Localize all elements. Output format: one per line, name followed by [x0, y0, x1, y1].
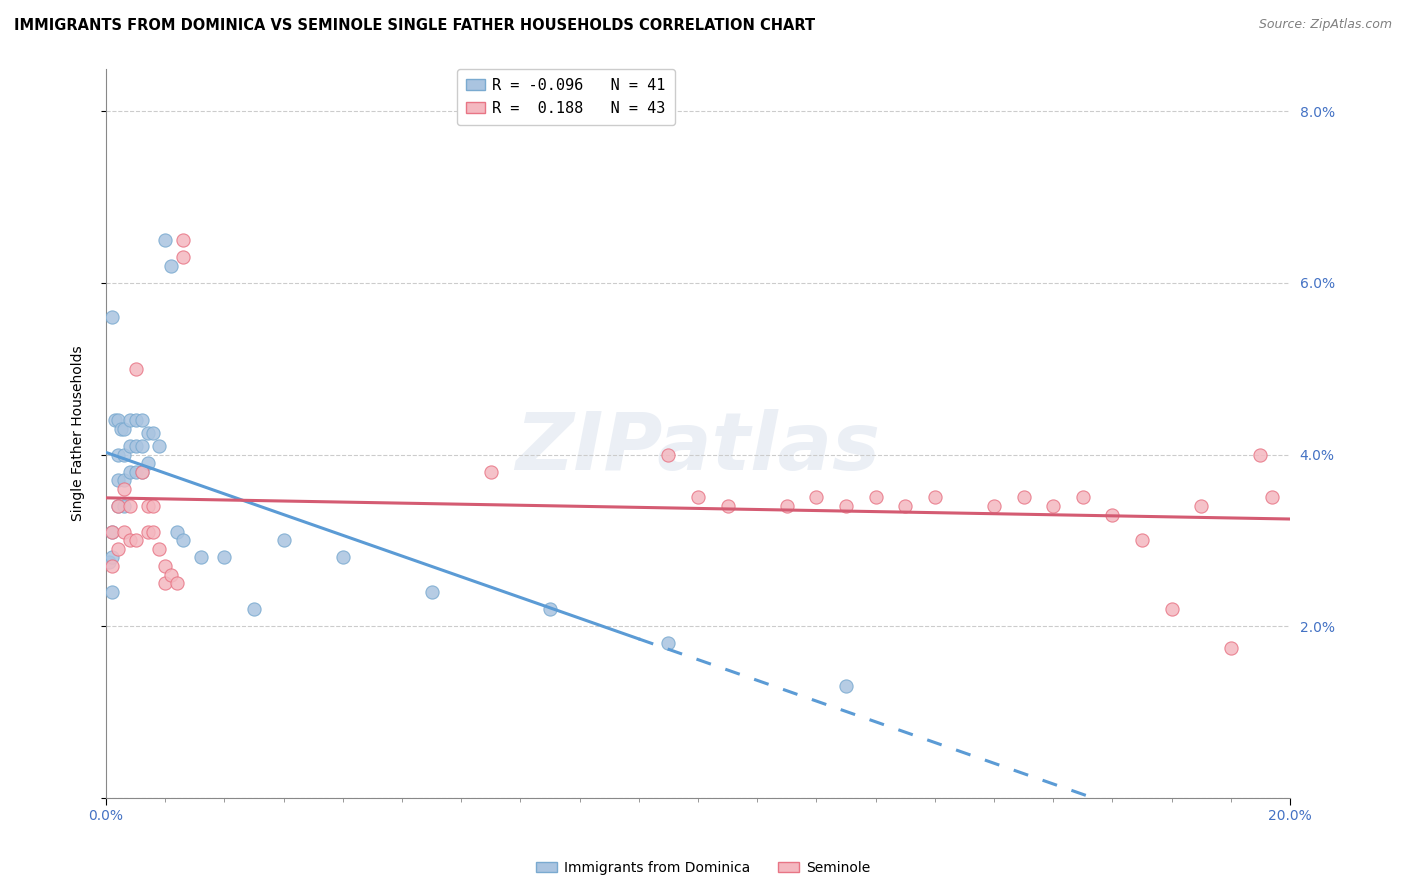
- Y-axis label: Single Father Households: Single Father Households: [72, 345, 86, 521]
- Point: [160, 567, 183, 582]
- Point: [101, 550, 124, 565]
- Point: [155, 233, 177, 247]
- Point: [190, 550, 212, 565]
- Point: [118, 465, 141, 479]
- Point: [865, 491, 887, 505]
- Point: [101, 584, 124, 599]
- Point: [124, 361, 146, 376]
- Point: [479, 465, 502, 479]
- Point: [124, 439, 146, 453]
- Point: [1249, 448, 1271, 462]
- Point: [118, 439, 141, 453]
- Point: [142, 524, 165, 539]
- Point: [172, 533, 194, 548]
- Point: [1071, 491, 1094, 505]
- Point: [136, 524, 159, 539]
- Point: [538, 602, 561, 616]
- Point: [273, 533, 295, 548]
- Point: [894, 499, 917, 513]
- Point: [1160, 602, 1182, 616]
- Point: [131, 439, 153, 453]
- Point: [112, 482, 135, 496]
- Point: [101, 524, 124, 539]
- Point: [107, 473, 129, 487]
- Point: [214, 550, 236, 565]
- Point: [172, 233, 194, 247]
- Text: IMMIGRANTS FROM DOMINICA VS SEMINOLE SINGLE FATHER HOUSEHOLDS CORRELATION CHART: IMMIGRANTS FROM DOMINICA VS SEMINOLE SIN…: [14, 18, 815, 33]
- Point: [243, 602, 266, 616]
- Point: [776, 499, 799, 513]
- Point: [924, 491, 946, 505]
- Point: [142, 499, 165, 513]
- Point: [101, 310, 124, 325]
- Point: [1219, 640, 1241, 655]
- Point: [118, 499, 141, 513]
- Point: [131, 465, 153, 479]
- Point: [155, 576, 177, 591]
- Point: [101, 524, 124, 539]
- Point: [136, 499, 159, 513]
- Point: [172, 250, 194, 264]
- Legend: R = -0.096   N = 41, R =  0.188   N = 43: R = -0.096 N = 41, R = 0.188 N = 43: [457, 69, 675, 125]
- Point: [136, 426, 159, 441]
- Point: [835, 499, 858, 513]
- Point: [107, 499, 129, 513]
- Point: [160, 259, 183, 273]
- Point: [148, 439, 170, 453]
- Point: [112, 422, 135, 436]
- Point: [112, 499, 135, 513]
- Point: [1042, 499, 1064, 513]
- Legend: Immigrants from Dominica, Seminole: Immigrants from Dominica, Seminole: [530, 855, 876, 880]
- Point: [1261, 491, 1284, 505]
- Point: [107, 541, 129, 556]
- Point: [166, 576, 188, 591]
- Point: [148, 541, 170, 556]
- Point: [124, 465, 146, 479]
- Point: [657, 448, 679, 462]
- Point: [332, 550, 354, 565]
- Point: [107, 499, 129, 513]
- Point: [166, 524, 188, 539]
- Point: [107, 413, 129, 427]
- Point: [104, 413, 127, 427]
- Point: [142, 426, 165, 441]
- Point: [983, 499, 1005, 513]
- Point: [107, 448, 129, 462]
- Point: [98, 555, 121, 569]
- Point: [657, 636, 679, 650]
- Point: [112, 524, 135, 539]
- Point: [118, 413, 141, 427]
- Point: [1130, 533, 1153, 548]
- Point: [136, 456, 159, 470]
- Point: [686, 491, 709, 505]
- Point: [835, 679, 858, 693]
- Point: [124, 533, 146, 548]
- Point: [112, 448, 135, 462]
- Point: [1189, 499, 1212, 513]
- Point: [124, 413, 146, 427]
- Text: Source: ZipAtlas.com: Source: ZipAtlas.com: [1258, 18, 1392, 31]
- Point: [118, 533, 141, 548]
- Point: [420, 584, 443, 599]
- Point: [1101, 508, 1123, 522]
- Point: [110, 422, 132, 436]
- Point: [101, 559, 124, 574]
- Point: [1012, 491, 1035, 505]
- Point: [131, 413, 153, 427]
- Point: [806, 491, 828, 505]
- Point: [716, 499, 738, 513]
- Text: ZIPatlas: ZIPatlas: [516, 409, 880, 487]
- Point: [112, 473, 135, 487]
- Point: [155, 559, 177, 574]
- Point: [131, 465, 153, 479]
